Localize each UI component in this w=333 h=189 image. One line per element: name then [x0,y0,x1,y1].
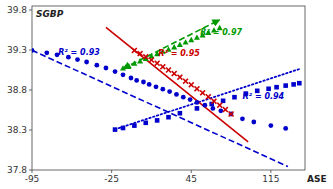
y-tick [29,50,32,51]
point [177,42,183,47]
y-tick [29,170,32,171]
point [126,63,132,68]
point [283,83,288,88]
point [266,87,271,92]
y-tick [29,10,32,11]
point [75,57,80,62]
annotation: R² = 0.94 [242,92,284,101]
chart: -95 -25 45 115 37.8 38.3 38.8 39.3 39.8 R² = 0.93… [0,0,333,189]
point [148,57,154,63]
plot-area [32,20,302,167]
point [113,127,118,132]
point [240,116,245,121]
point [194,86,200,92]
plot-frame [32,6,305,170]
point [143,121,148,126]
y-tick-label: 39.3 [7,45,27,55]
point [137,58,143,63]
point [297,81,302,86]
point [188,37,194,42]
point [134,78,139,83]
point [131,60,137,65]
point [222,107,228,113]
point [188,97,193,102]
point [167,89,172,94]
y-tick [29,90,32,91]
point [200,90,206,96]
x-tick-label: 45 [186,174,197,184]
y-axis-label: SGBP [36,9,64,19]
y-tick-label: 38.3 [7,125,27,135]
point [137,51,143,57]
point [291,82,296,87]
point [268,123,273,128]
trend-line [32,50,288,166]
annotation: R² = 0.93 [58,48,100,57]
point [217,102,223,108]
point [228,111,234,117]
x-tick-label: 115 [262,174,279,184]
point [174,92,179,97]
point [195,100,200,105]
point [129,76,134,81]
point [44,50,49,55]
point [181,95,186,100]
point [160,87,165,92]
point [274,85,279,90]
y-tick [29,130,32,131]
trend-line [115,69,299,129]
point [154,60,160,66]
point [183,39,189,44]
point [188,82,194,88]
point [147,82,152,87]
point [166,115,171,120]
y-tick-label: 38.8 [7,85,27,95]
point [183,78,189,84]
point [177,74,183,80]
point [211,98,217,104]
point [113,69,118,74]
x-tick [191,170,192,173]
x-tick [32,170,33,173]
x-axis-label: ASE [307,174,327,184]
point [283,126,288,131]
x-tick-label: -95 [25,174,40,184]
point [94,63,99,68]
point [32,48,34,53]
trend-line [106,27,248,142]
point [84,60,89,65]
x-tick [270,170,271,173]
point [104,66,109,71]
point [131,47,137,53]
x-tick-label: -25 [104,174,119,184]
y-tick-label: 39.8 [7,5,27,15]
point [132,123,137,128]
annotation: R² = 0.95 [158,49,200,58]
point [121,126,126,131]
point [160,64,166,70]
point [154,84,159,89]
point [143,54,149,60]
point [218,108,223,113]
point [178,111,183,116]
point [171,71,177,77]
point [141,80,146,85]
point [229,112,234,117]
point [232,95,237,100]
y-tick-label: 37.8 [7,165,27,175]
point [205,94,211,100]
point [166,67,172,73]
point [203,103,208,108]
point [120,65,126,70]
point [121,72,126,77]
point [155,118,160,123]
point [251,120,256,125]
point [195,106,200,111]
x-tick [111,170,112,173]
annotation: R² = 0.97 [200,28,242,37]
point [194,34,200,39]
point [210,106,215,111]
